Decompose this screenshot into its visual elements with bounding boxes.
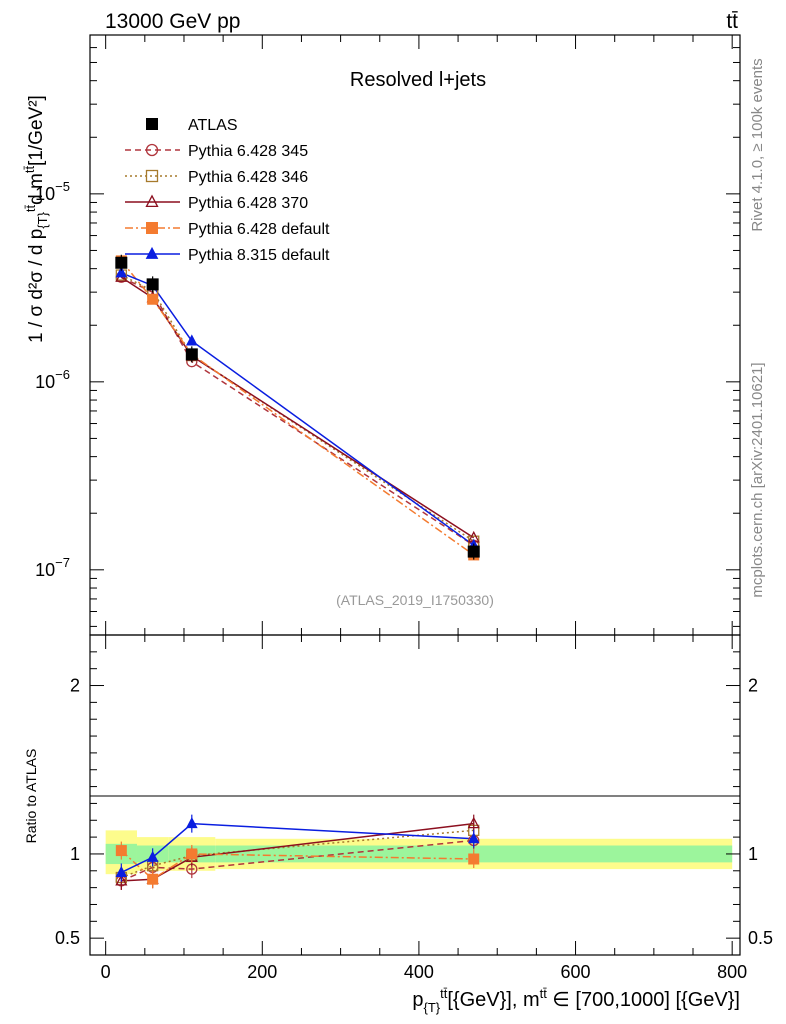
x-tick-label: 600 [561,962,591,982]
ratio-y-label: Ratio to ATLAS [23,749,39,844]
legend-label: Pythia 6.428 default [188,221,330,238]
legend-marker [145,169,159,183]
legend-marker [145,143,159,157]
legend-label: Pythia 6.428 345 [188,143,308,160]
mcplots-label: mcplots.cern.ch [arXiv:2401.10621] [749,362,766,597]
x-tick-labels: 0 200 400 600 800 [101,962,748,982]
rivet-version-label: Rivet 4.1.0, ≥ 100k events [749,58,766,231]
legend-label: ATLAS [188,117,238,134]
main-series-line [121,276,475,546]
ratio-y-tick-label-right: 2 [748,676,758,696]
legend-label: Pythia 6.428 370 [188,195,308,212]
process-label: tt̄ [726,10,738,33]
ratio-data-point [115,845,127,857]
ratio-y-tick-label: 2 [70,676,80,696]
ratio-series-markers [115,814,480,890]
main-series-line [120,260,475,556]
main-panel: Resolved l+jets (ATLAS_2019_I1750330) 10… [22,34,741,636]
ratio-data-point [146,850,159,862]
x-tick-label: 200 [247,962,277,982]
ratio-series-line [121,822,474,882]
legend-marker [146,222,158,234]
ratio-y-tick-label: 1 [70,844,80,864]
legend: ATLAS Pythia 6.428 345 Pythia 6.428 346 Pyt… [125,117,330,264]
energy-label: 13000 GeV pp [105,10,240,33]
main-y-tick-labels: 10−7 10−6 10−5 [35,179,70,580]
ratio-axis-ticks [90,635,740,955]
main-axis-ticks [90,35,740,635]
main-y-label: 1 / σ d²σ / d p{T}tt̄d mtt̄[1/GeV²] [22,95,50,343]
legend-marker [146,118,158,130]
watermark: (ATLAS_2019_I1750330) [336,592,494,608]
main-data-point [147,293,159,305]
ratio-data-point [115,873,128,886]
x-tick-label: 800 [717,962,747,982]
legend-label: Pythia 6.428 346 [188,169,308,186]
x-tick-label: 0 [101,962,111,982]
x-axis-label: p{T}tt̄[{GeV}], mtt̄ ∈ [700,1000] [{GeV}… [412,986,740,1015]
main-y-tick-label: 10−6 [35,367,70,392]
main-series-markers [115,254,480,561]
ratio-panel: 0.5 0.51 12 2 0 200 400 600 800 Ratio to ATLAS … [23,634,773,1015]
main-data-point [185,348,198,361]
legend-marker [145,246,159,259]
ratio-y-tick-label-right: 0.5 [748,928,773,948]
ratio-y-tick-label-right: 1 [748,844,758,864]
legend-marker [145,194,159,208]
ratio-y-tick-label: 0.5 [55,928,80,948]
ratio-series-line [120,822,474,874]
ratio-data-point [467,816,480,829]
main-series-line [121,272,475,546]
ratio-series-lines [120,822,474,882]
ratio-data-point [115,865,128,877]
main-data-point [115,256,128,269]
ratio-frame [89,634,741,956]
ratio-data-point [186,848,198,860]
main-y-tick-label: 10−7 [35,555,70,580]
main-series-lines [120,260,475,556]
ratio-series-line [121,829,474,879]
ratio-data-point [467,832,480,844]
main-y-tick-label: 10−5 [35,179,70,204]
legend-label: Pythia 8.315 default [188,247,330,264]
main-title: Resolved l+jets [350,69,486,91]
main-data-point [146,278,159,291]
ratio-data-point [147,873,159,885]
ratio-y-tick-labels: 0.5 0.5 1 1 2 2 [55,676,773,949]
x-tick-label: 400 [404,962,434,982]
main-data-point [115,266,128,278]
main-data-point [185,334,198,346]
ratio-data-point [185,817,198,829]
main-data-point [467,545,480,558]
ratio-data-point [468,853,480,865]
